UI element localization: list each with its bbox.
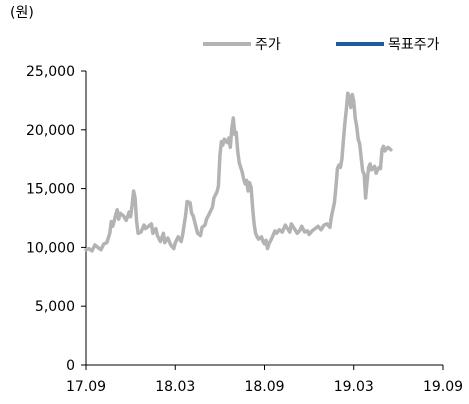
- legend-swatch-price: [203, 42, 251, 46]
- x-tick-label: 18.03: [155, 379, 195, 395]
- y-tick-label: 10,000: [26, 240, 75, 256]
- legend-item-target-price: 목표주가: [336, 34, 440, 54]
- x-tick-label: 19.09: [423, 379, 463, 395]
- x-tick-label: 19.03: [334, 379, 374, 395]
- legend-item-price: 주가: [203, 34, 281, 54]
- y-tick-label: 15,000: [26, 182, 75, 198]
- y-tick-label: 0: [66, 358, 75, 374]
- y-tick-label: 25,000: [26, 64, 75, 80]
- legend-label-price: 주가: [255, 37, 281, 53]
- x-tick-label: 18.09: [244, 379, 284, 395]
- unit-label: (원): [10, 5, 34, 21]
- legend-label-target-price: 목표주가: [388, 37, 440, 53]
- y-tick-label: 5,000: [35, 299, 75, 315]
- x-tick-label: 17.09: [66, 379, 106, 395]
- series-line-price: [84, 91, 393, 253]
- legend-swatch-target-price: [336, 42, 384, 46]
- y-tick-label: 20,000: [26, 123, 75, 139]
